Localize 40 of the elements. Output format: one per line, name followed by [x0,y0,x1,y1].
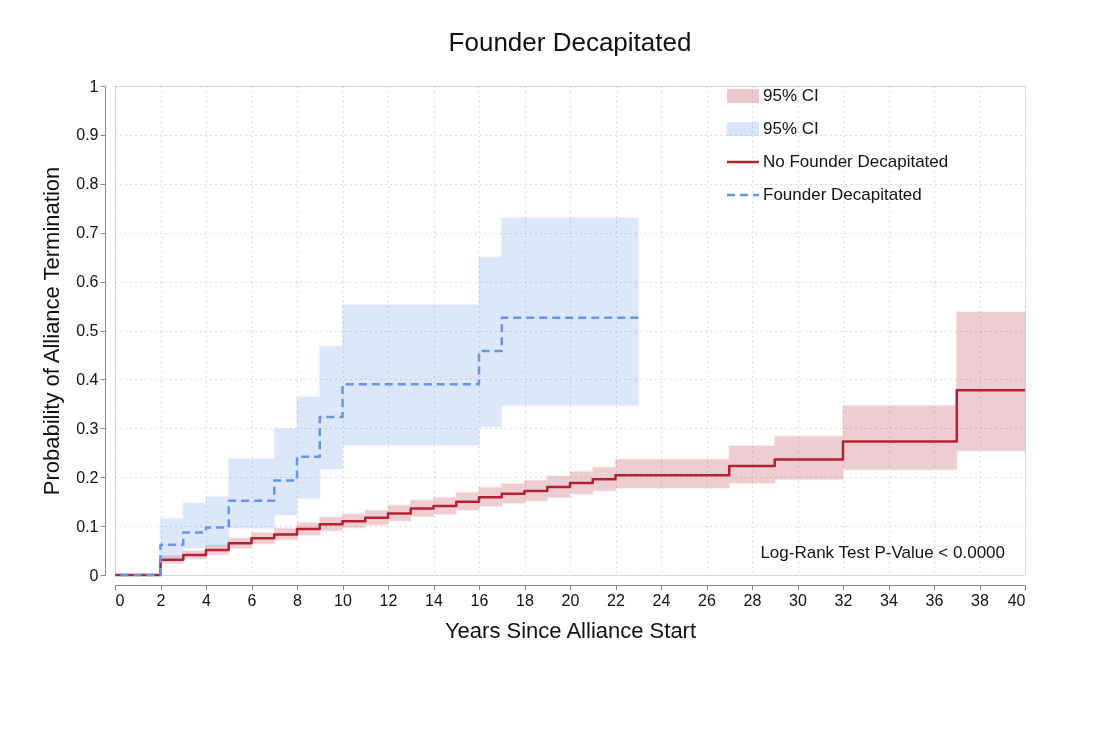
x-tick-label: 6 [247,591,257,609]
x-tick-label: 36 [925,591,944,609]
y-tick-label: 0.4 [76,370,99,388]
legend-label: No Founder Decapitated [763,152,949,171]
x-tick-label: 20 [561,591,580,609]
x-tick-label: 40 [1007,591,1026,609]
x-tick-label: 16 [470,591,489,609]
x-tick-label: 0 [115,591,125,609]
y-tick-label: 0.1 [76,517,99,535]
y-tick-label: 0.9 [76,126,99,144]
y-tick-label: 0.2 [76,468,99,486]
x-tick-label: 14 [425,591,443,609]
annotation: Log-Rank Test P-Value < 0.0000 [760,543,1005,562]
y-tick-label: 0.7 [76,224,99,242]
x-tick-label: 30 [789,591,807,609]
x-tick-label: 8 [293,591,303,609]
y-tick-label: 0 [89,566,99,584]
x-tick-label: 26 [698,591,716,609]
annotation: 95% CI [763,119,819,138]
y-axis-title: Probability of Alliance Termination [39,166,65,496]
y-tick-label: 0.5 [76,322,99,339]
x-tick-label: 10 [334,591,352,609]
legend-label: Founder Decapitated [763,185,922,204]
x-tick-label: 32 [834,591,853,609]
x-tick-label: 34 [880,591,898,609]
x-tick-label: 24 [652,591,671,609]
y-tick-label: 0.8 [76,175,99,193]
y-tick-label: 0.3 [76,419,99,437]
chart-title: Founder Decapitated [448,27,692,57]
y-tick-label: 0.6 [76,273,99,291]
x-tick-label: 4 [202,591,212,609]
x-tick-label: 28 [743,591,762,609]
annotation: 95% CI [763,86,819,105]
y-tick-label: 1 [89,77,99,95]
x-tick-label: 18 [516,591,534,609]
x-tick-label: 22 [607,591,625,609]
x-tick-label: 2 [156,591,166,609]
x-axis-title: Years Since Alliance Start [444,617,697,643]
x-tick-label: 12 [379,591,398,609]
x-tick-label: 38 [971,591,989,609]
